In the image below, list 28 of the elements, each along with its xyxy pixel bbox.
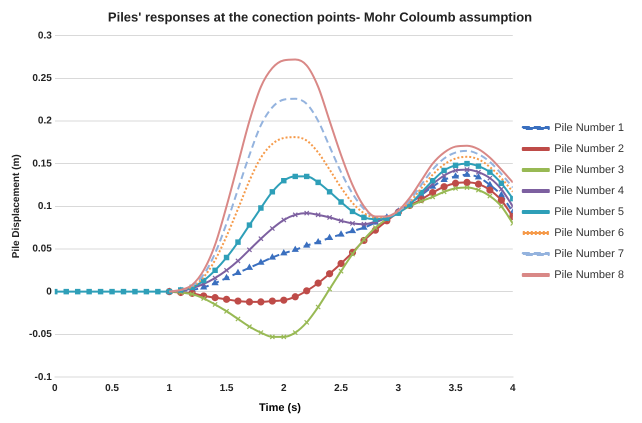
x-tick-label: 4 [510,382,516,394]
legend-label: Pile Number 1 [554,122,624,134]
legend-label: Pile Number 5 [554,206,624,218]
legend-label: Pile Number 6 [554,227,624,240]
y-tick-label: 0 [46,286,52,298]
y-tick-label: 0.15 [32,158,52,170]
y-tick-label: 0.2 [38,116,52,127]
y-tick-label: -0.05 [28,329,52,340]
y-tick-label: 0.25 [32,73,52,84]
legend-label: Pile Number 4 [554,185,624,198]
x-tick-label: 1 [166,382,173,394]
legend-label: Pile Number 3 [554,164,624,176]
y-tick-label: 0.3 [38,30,52,42]
x-axis-title: Time (s) [258,402,302,414]
legend-label: Pile Number 2 [554,143,624,156]
y-tick-label: 0.1 [38,201,52,212]
legend-label: Pile Number 8 [554,269,624,282]
y-tick-label: 0.05 [32,244,52,255]
x-tick-label: 1.5 [220,382,234,394]
chart-title: Piles' responses at the conection points- Mohr Coloumb assumption [108,9,532,24]
x-tick-label: 2.5 [334,382,348,394]
x-tick-label: 2 [281,382,288,394]
x-tick-label: 3 [396,382,402,394]
y-tick-label: -0.1 [34,372,52,383]
y-axis-title: Pile Displacement (m) [10,154,22,258]
x-tick-label: 3.5 [448,382,463,394]
x-tick-label: 0.5 [105,382,120,394]
legend-label: Pile Number 7 [554,248,624,260]
